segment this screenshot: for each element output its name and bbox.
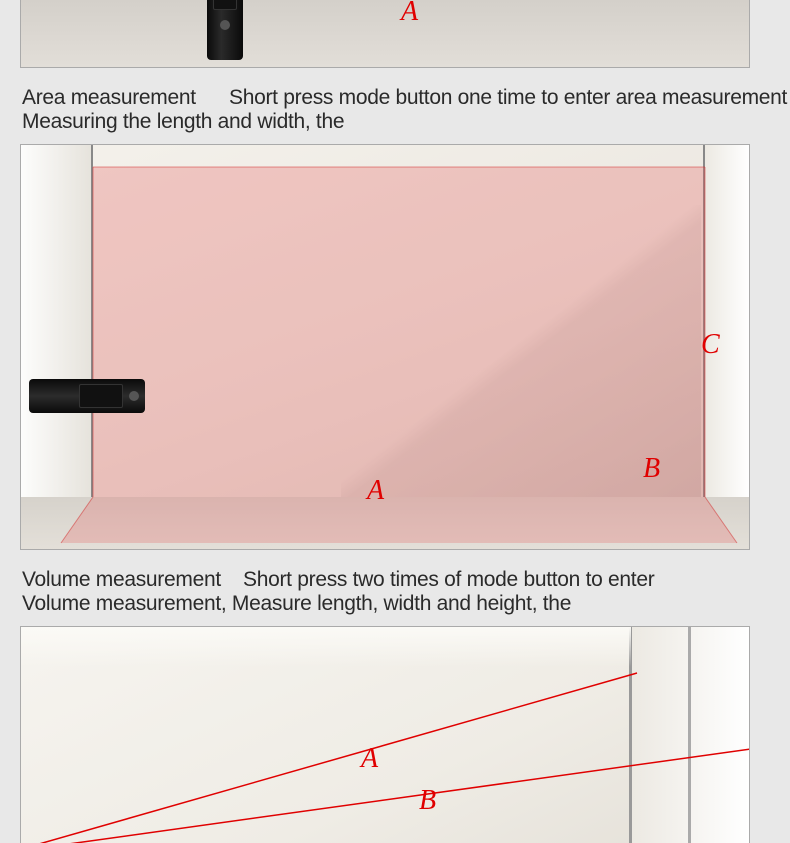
label-a: A [367,475,384,507]
panel-area: A B C [20,144,750,550]
caption-area: Area measurement Short press mode button… [22,86,787,134]
room-floor [21,0,749,67]
caption-volume-desc: Short press two times of mode button to … [243,568,654,591]
label-c: C [701,329,720,361]
caption-area-title: Area measurement [22,86,196,109]
red-overlay-floor-svg [21,145,750,550]
caption-volume-title: Volume measurement [22,568,221,591]
panel-volume: A B [20,626,750,843]
caption-volume-line2: Volume measurement, Measure length, widt… [22,592,571,615]
label-b: B [419,785,436,817]
label-a: A [401,0,418,28]
laser-device [29,379,145,413]
panel-top: A [20,0,750,68]
label-a: A [361,743,378,775]
caption-volume: Volume measurement Short press two times… [22,568,654,616]
caption-area-desc: Short press mode button one time to ente… [229,86,787,109]
laser-device [207,0,243,60]
label-b: B [643,453,660,485]
caption-area-line2: Measuring the length and width, the [22,110,344,133]
volume-lines [21,627,750,843]
